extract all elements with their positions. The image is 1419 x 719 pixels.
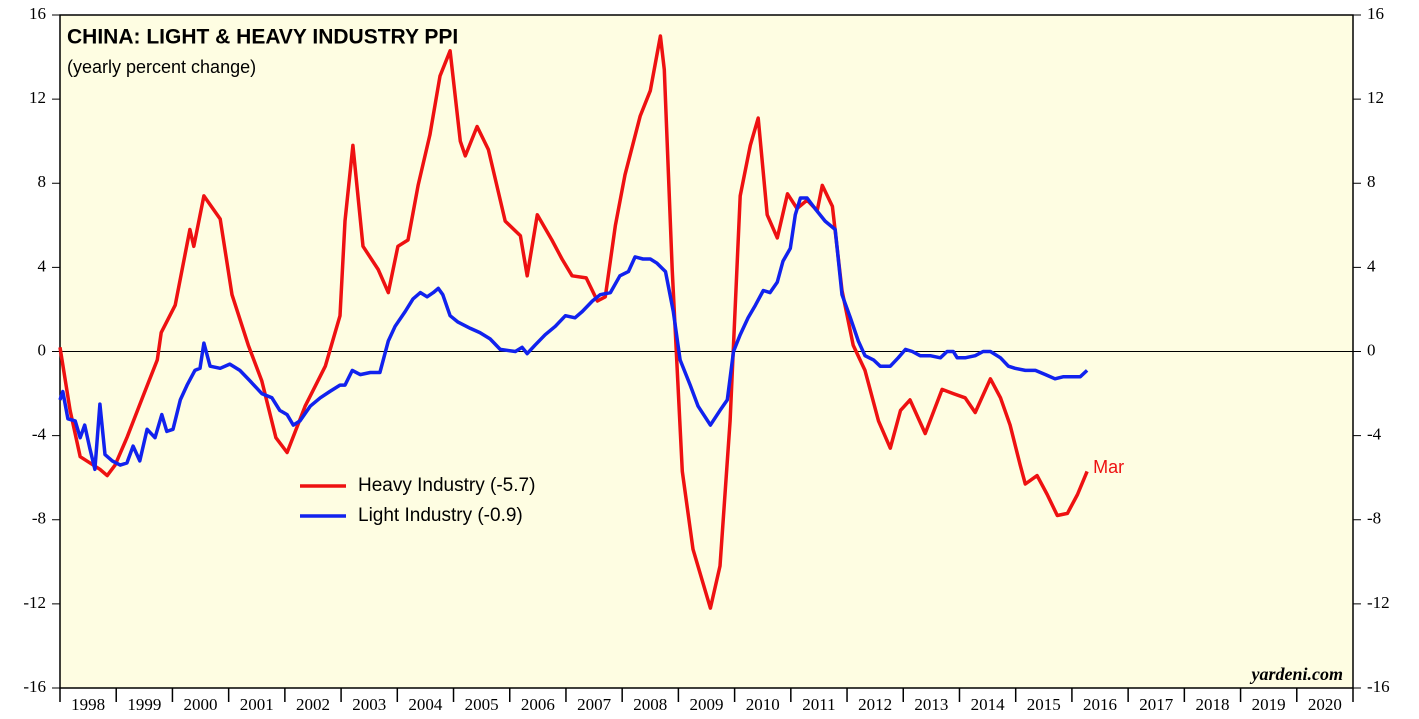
y-tick-label: 16 — [29, 4, 46, 23]
y-tick-label: -8 — [32, 509, 46, 528]
x-tick-label: 2014 — [971, 695, 1006, 714]
y2-tick-label: -4 — [1367, 425, 1382, 444]
x-tick-label: 2010 — [746, 695, 780, 714]
y-tick-label: -16 — [23, 677, 46, 696]
y-tick-label: -12 — [23, 593, 46, 612]
y-tick-label: 12 — [29, 88, 46, 107]
x-tick-label: 1999 — [127, 695, 161, 714]
x-tick-label: 2004 — [408, 695, 443, 714]
y2-tick-label: 4 — [1367, 256, 1376, 275]
x-tick-label: 2013 — [914, 695, 948, 714]
x-tick-label: 2005 — [465, 695, 499, 714]
x-tick-label: 2007 — [577, 695, 612, 714]
x-tick-label: 2011 — [802, 695, 835, 714]
line-series — [58, 196, 1089, 472]
annotation: Mar — [1093, 457, 1124, 477]
y2-tick-label: 8 — [1367, 172, 1376, 191]
x-tick-label: 2000 — [184, 695, 218, 714]
x-tick-label: 2008 — [633, 695, 667, 714]
x-tick-label: 2002 — [296, 695, 330, 714]
x-tick-label: 2017 — [1139, 695, 1174, 714]
chart-title: CHINA: LIGHT & HEAVY INDUSTRY PPI — [67, 26, 458, 49]
x-tick-label: 2019 — [1252, 695, 1286, 714]
y2-tick-label: -16 — [1367, 677, 1390, 696]
x-tick-label: 2012 — [858, 695, 892, 714]
x-tick-label: 2020 — [1308, 695, 1342, 714]
x-tick-label: 2015 — [1027, 695, 1061, 714]
y2-tick-label: 16 — [1367, 4, 1384, 23]
x-tick-label: 2009 — [690, 695, 724, 714]
chart-subtitle: (yearly percent change) — [67, 57, 256, 77]
x-tick-label: 1998 — [71, 695, 105, 714]
y2-tick-label: 0 — [1367, 340, 1376, 359]
x-tick-label: 2006 — [521, 695, 555, 714]
y2-tick-label: -12 — [1367, 593, 1390, 612]
line-series — [58, 34, 1089, 610]
x-tick-label: 2016 — [1083, 695, 1117, 714]
y-tick-label: 0 — [38, 340, 47, 359]
source: yardeni.com — [1250, 664, 1344, 684]
x-tick-label: 2001 — [240, 695, 274, 714]
x-tick-label: 2018 — [1195, 695, 1229, 714]
y-tick-label: -4 — [32, 425, 47, 444]
y-tick-label: 4 — [38, 256, 47, 275]
y2-tick-label: 12 — [1367, 88, 1384, 107]
y2-tick-label: -8 — [1367, 509, 1381, 528]
x-tick-label: 2003 — [352, 695, 386, 714]
y-tick-label: 8 — [38, 172, 47, 191]
legend-label: Light Industry (-0.9) — [358, 505, 523, 526]
legend-label: Heavy Industry (-5.7) — [358, 475, 535, 496]
